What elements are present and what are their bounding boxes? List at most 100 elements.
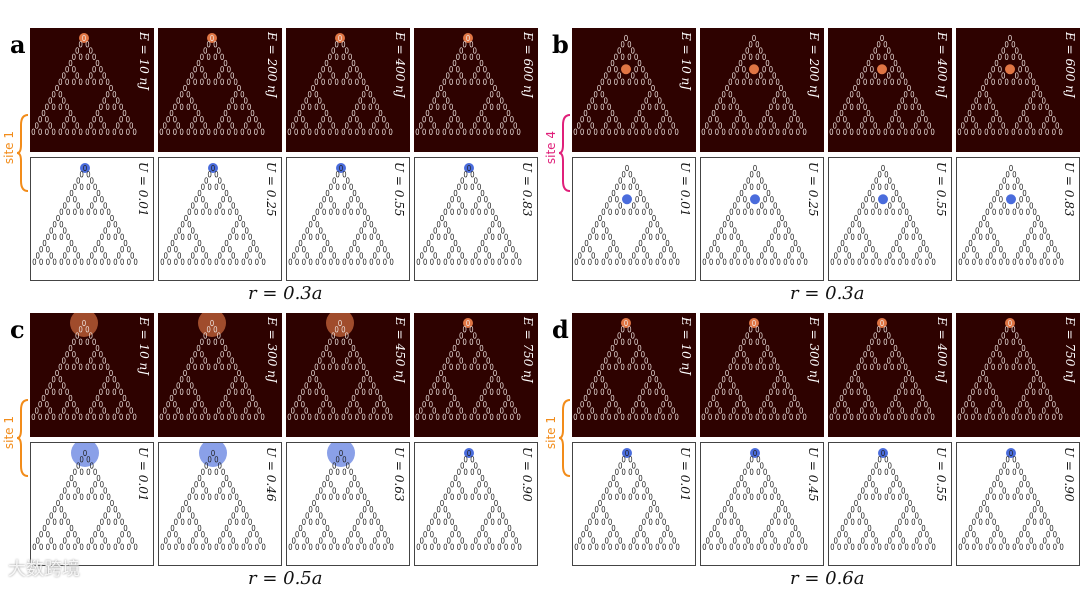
lattice-site [62,487,67,494]
intensity-tile-4: E = 600 nJ [956,28,1080,152]
lattice-site [321,66,325,73]
u-label: U = 0.83 [1062,162,1076,217]
lattice-site [669,246,673,253]
lattice-site [194,258,198,265]
lattice-site [891,543,895,550]
lattice-site [511,258,515,265]
lattice-site [99,78,103,85]
lattice-site [307,91,312,98]
lattice-site [216,357,221,364]
lattice-site [197,474,202,482]
lattice-site [227,363,231,370]
lattice-site [772,122,776,129]
lattice-site [743,183,747,190]
lattice-site [772,357,776,364]
lattice-site [739,474,744,482]
lattice-site [864,493,868,500]
lattice-site [100,531,104,538]
lattice-site [89,202,94,209]
lattice-site [908,214,912,222]
lattice-site [126,413,130,420]
lattice-site [615,246,619,253]
lattice-site [789,128,793,135]
lattice-site [331,47,335,54]
lattice-site [435,128,440,135]
lattice-site [251,524,256,532]
lattice-site [634,116,638,123]
lattice-site [859,122,864,129]
lattice-site [89,537,94,544]
lattice-site [110,499,114,507]
lattice-site [1042,537,1047,544]
lattice-site [231,512,235,519]
lattice-site [608,233,612,240]
lattice-site [361,91,366,98]
lattice-site [92,78,96,85]
lattice-site [470,493,475,500]
lattice-site [1004,413,1009,420]
lattice-site [728,103,733,110]
lattice-site [1011,41,1016,48]
lattice-site [322,543,326,550]
lattice-site [708,128,712,135]
lattice-site [628,183,633,190]
lattice-site [95,109,100,117]
lattice-site [991,363,995,370]
lattice-site [981,84,985,92]
lattice-site [647,413,652,420]
lattice-site [504,543,508,550]
lattice-site [177,537,182,544]
lattice-site [321,116,325,123]
lattice-site [227,78,231,85]
lattice-site [328,53,332,60]
lattice-site [850,233,855,240]
lattice-site [836,128,840,135]
lattice-site [214,543,219,550]
lattice-site [722,221,727,228]
lattice-site [847,252,852,259]
lattice-site [167,258,171,265]
lattice-site [930,128,935,135]
lattice-site [214,183,219,190]
lattice-site [604,487,609,494]
lattice-site [449,78,453,85]
lattice-site [886,122,891,129]
lattice-site [113,258,118,265]
lattice-site [372,537,377,544]
lattice-site [749,258,754,265]
lattice-site [100,518,104,525]
lattice-site [709,543,713,550]
lattice-site [332,462,336,469]
lattice-site [162,407,167,414]
lattice-site [99,116,103,123]
lattice-site [348,53,352,60]
lattice-site [201,246,205,253]
u-label: U = 0.01 [136,162,150,217]
lattice-site [992,518,996,525]
lattice-site [972,543,976,550]
lattice-site [671,407,675,414]
energy-label: E = 10 nJ [679,32,693,91]
lattice-site [504,518,508,525]
lattice-site [756,543,761,550]
lattice-site [238,214,242,222]
lattice-site [721,128,726,135]
lattice-site [857,493,862,500]
lattice-site [628,493,633,500]
lattice-site [620,41,625,48]
lattice-site [243,122,248,129]
lattice-site [786,252,791,259]
lattice-site [766,524,771,532]
lattice-site [1031,103,1036,110]
lattice-site [985,518,990,525]
lattice-site [65,128,69,135]
lattice-svg [958,164,1064,265]
lattice-site [35,537,40,544]
lattice-site [446,487,451,494]
lattice-site [419,537,424,544]
lattice-site [315,208,320,215]
lattice-site [102,72,106,79]
lattice-site [977,413,982,420]
lattice-site [342,543,347,550]
lattice-site [1012,208,1017,215]
